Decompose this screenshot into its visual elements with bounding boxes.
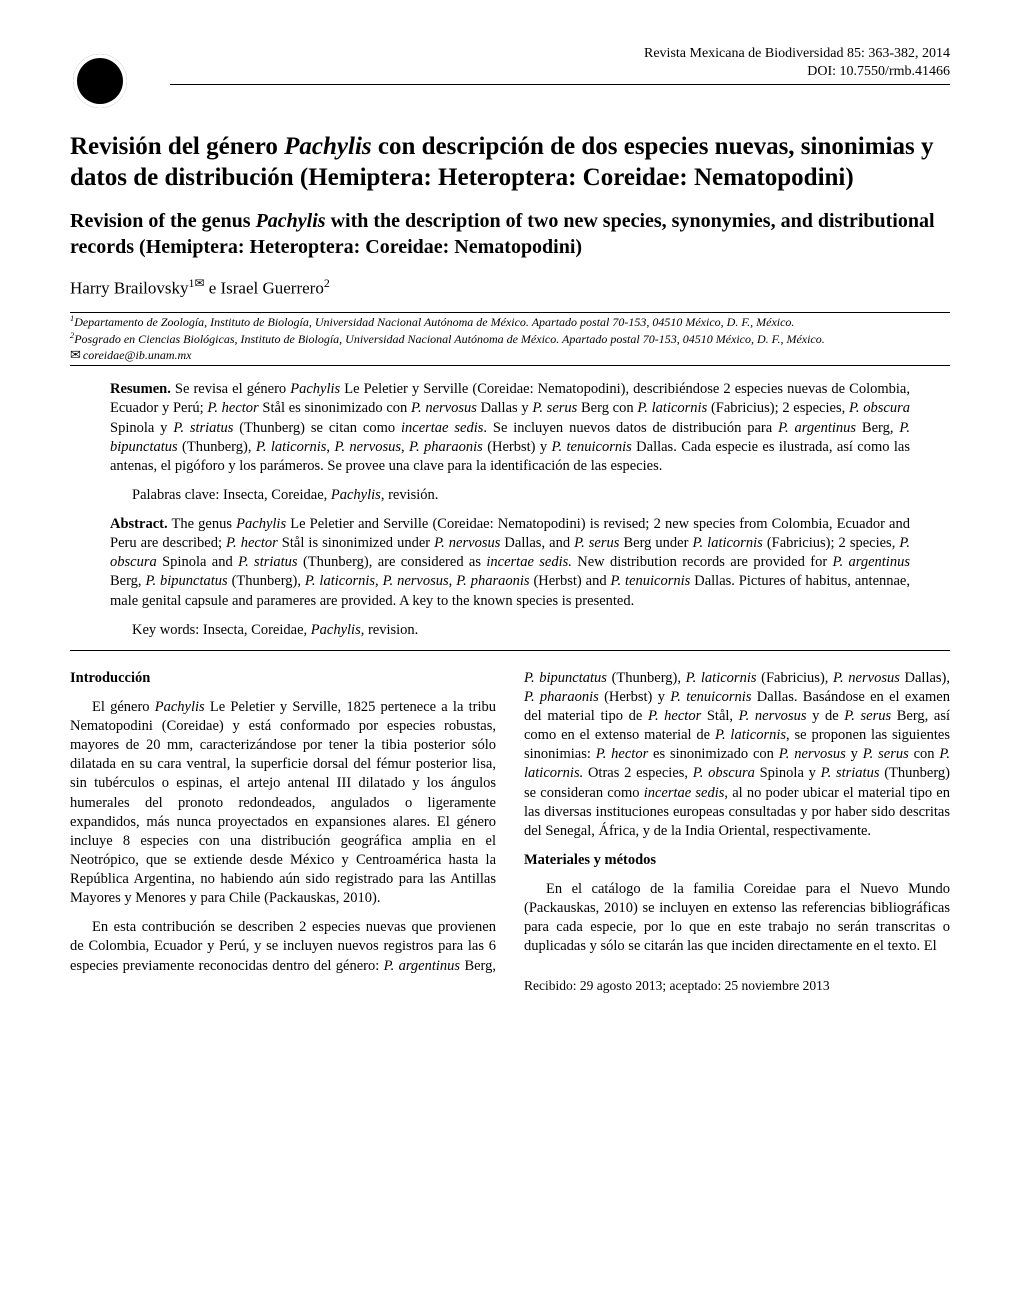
authors: Harry Brailovsky1✉ e Israel Guerrero2 — [70, 276, 950, 299]
resumen-text: Se revisa el género Pachylis Le Peletier… — [110, 381, 910, 474]
affiliation-1: 1Departamento de Zoología, Instituto de … — [70, 314, 950, 331]
header-rule — [170, 84, 950, 85]
body-paragraph: El género Pachylis Le Peletier y Servill… — [70, 698, 496, 908]
rule — [70, 650, 950, 651]
body-columns: Introducción El género Pachylis Le Pelet… — [70, 669, 950, 995]
page-header: Revista Mexicana de Biodiversidad 85: 36… — [70, 45, 950, 85]
palabras-clave: Palabras clave: Insecta, Coreidae, Pachy… — [110, 486, 910, 505]
section-heading-materiales: Materiales y métodos — [524, 851, 950, 870]
affiliations: 1Departamento de Zoología, Instituto de … — [70, 314, 950, 347]
article-title-en: Revision of the genus Pachylis with the … — [70, 208, 950, 260]
article-title-es: Revisión del género Pachylis con descrip… — [70, 131, 950, 194]
resumen: Resumen. Se revisa el género Pachylis Le… — [110, 380, 910, 476]
page: Revista Mexicana de Biodiversidad 85: 36… — [0, 0, 1020, 1044]
body-paragraph: En el catálogo de la familia Coreidae pa… — [524, 880, 950, 957]
title-block: Revisión del género Pachylis con descrip… — [70, 131, 950, 260]
email-text: coreidae@ib.unam.mx — [83, 348, 192, 362]
section-heading-introduccion: Introducción — [70, 669, 496, 688]
rule — [70, 312, 950, 313]
key-words: Key words: Insecta, Coreidae, Pachylis, … — [110, 621, 910, 640]
abstracts: Resumen. Se revisa el género Pachylis Le… — [70, 380, 950, 640]
journal-citation: Revista Mexicana de Biodiversidad 85: 36… — [70, 45, 950, 63]
journal-meta: Revista Mexicana de Biodiversidad 85: 36… — [70, 45, 950, 80]
received-dates: Recibido: 29 agosto 2013; aceptado: 25 n… — [524, 977, 950, 995]
resumen-label: Resumen. — [110, 381, 171, 397]
rule — [70, 365, 950, 366]
corresponding-email: ✉coreidae@ib.unam.mx — [70, 347, 950, 363]
abstract-label: Abstract. — [110, 516, 168, 532]
envelope-icon: ✉ — [70, 347, 81, 362]
journal-logo — [70, 51, 130, 111]
journal-doi: DOI: 10.7550/rmb.41466 — [70, 63, 950, 81]
affiliation-2: 2Posgrado en Ciencias Biológicas, Instit… — [70, 331, 950, 348]
abstract-text: The genus Pachylis Le Peletier and Servi… — [110, 516, 910, 609]
abstract: Abstract. The genus Pachylis Le Peletier… — [110, 515, 910, 611]
